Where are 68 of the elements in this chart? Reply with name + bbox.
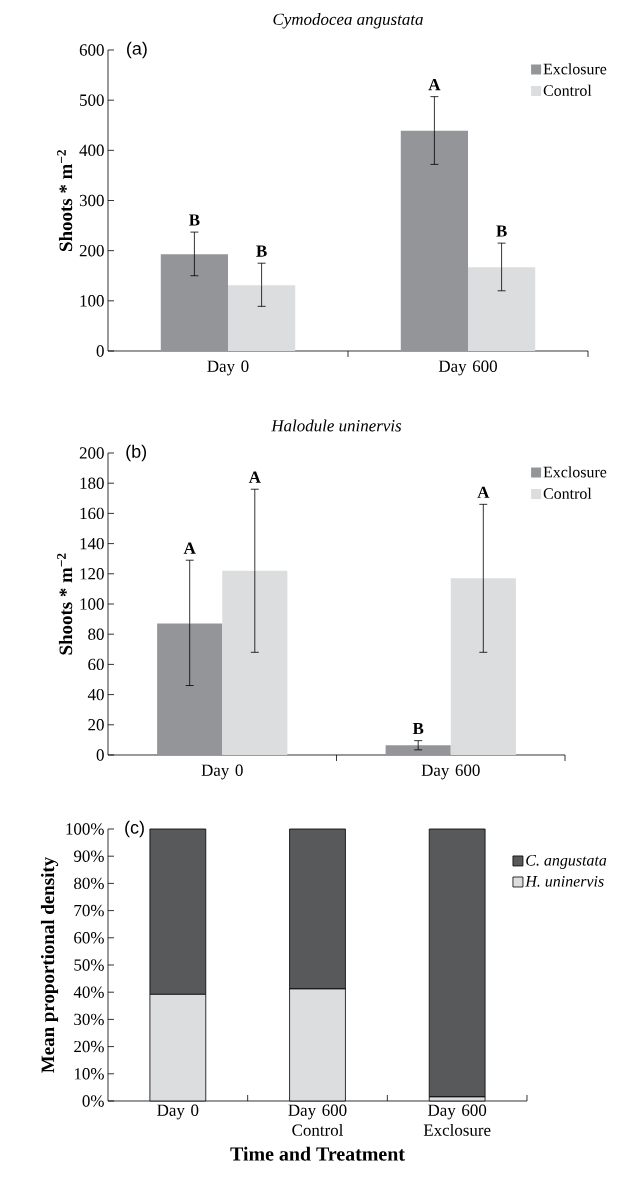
bar bbox=[385, 745, 451, 755]
bar bbox=[160, 254, 229, 351]
y-tick-label: 160 bbox=[80, 507, 104, 520]
chart-title: Cymodocea angustata bbox=[273, 13, 423, 29]
x-tick-label: Day 600 bbox=[438, 360, 498, 376]
legend-label: Control bbox=[543, 84, 592, 96]
bar bbox=[400, 130, 469, 351]
y-axis-title: Shoots * m$^{−2}$ bbox=[57, 553, 73, 655]
y-tick-label: 50% bbox=[74, 959, 104, 971]
bar bbox=[450, 578, 516, 755]
annotation: A bbox=[248, 471, 261, 483]
y-tick-label: 60% bbox=[74, 932, 104, 944]
annotation: B bbox=[412, 722, 424, 735]
x-tick-label: Day 0 bbox=[157, 1104, 199, 1120]
annotation: A bbox=[183, 542, 196, 554]
legend-label: Exclosure bbox=[543, 63, 607, 75]
y-tick-label: 40% bbox=[73, 986, 104, 998]
x-tick-label: Day 0 bbox=[201, 764, 243, 780]
annotation: B bbox=[189, 214, 200, 226]
y-tick-label: 20% bbox=[74, 1040, 104, 1053]
y-tick-label: 120 bbox=[80, 568, 104, 580]
annotation: (a) bbox=[127, 41, 147, 59]
x-tick-label: Day 600 Control bbox=[288, 1104, 347, 1136]
y-tick-label: 500 bbox=[80, 94, 104, 106]
legend-label: Control bbox=[543, 487, 592, 499]
legend-label: Exclosure bbox=[543, 466, 607, 478]
annotation: A bbox=[428, 78, 441, 91]
y-axis-title: Shoots * m$^{−2}$ bbox=[57, 150, 73, 252]
y-tick-label: 180 bbox=[80, 477, 104, 489]
legend-label: H. uninervis bbox=[525, 875, 604, 887]
y-tick-label: 200 bbox=[79, 244, 104, 257]
y-tick-label: 600 bbox=[79, 44, 104, 56]
x-tick-label: Day 0 bbox=[207, 360, 249, 376]
y-tick-label: 200 bbox=[79, 447, 104, 459]
y-tick-label: 400 bbox=[79, 144, 104, 157]
y-tick-label: 100% bbox=[66, 823, 104, 835]
y-tick-label: 100 bbox=[80, 295, 104, 307]
x-tick-label: Day 600 Exclosure bbox=[423, 1104, 491, 1136]
y-tick-label: 90% bbox=[74, 850, 104, 862]
annotation: (b) bbox=[126, 444, 147, 462]
y-tick-label: 40 bbox=[87, 688, 104, 701]
bar bbox=[228, 285, 296, 351]
y-tick-label: 80 bbox=[88, 628, 104, 640]
bar bbox=[222, 570, 288, 755]
y-tick-label: 0% bbox=[82, 1095, 104, 1107]
y-tick-label: 0 bbox=[96, 345, 104, 357]
y-tick-label: 100 bbox=[80, 598, 104, 610]
y-tick-label: 70% bbox=[74, 904, 104, 917]
y-axis-title: Mean proportional density bbox=[41, 857, 59, 1073]
y-tick-label: 140 bbox=[80, 537, 104, 550]
annotation: (c) bbox=[125, 820, 144, 838]
x-tick-label: Day 600 bbox=[421, 764, 480, 780]
legend-label: C. angustata bbox=[526, 854, 607, 869]
annotation: B bbox=[496, 225, 507, 237]
x-axis-title: Time and Treatment bbox=[230, 1146, 405, 1161]
bar bbox=[428, 828, 486, 1098]
y-tick-label: 80% bbox=[74, 877, 104, 890]
chart-title: Halodule uninervis bbox=[271, 419, 402, 432]
annotation: A bbox=[477, 486, 490, 498]
y-tick-label: 60 bbox=[88, 658, 104, 671]
bar bbox=[468, 267, 536, 351]
y-tick-label: 300 bbox=[79, 194, 104, 207]
y-tick-label: 30% bbox=[74, 1013, 104, 1026]
y-tick-label: 0 bbox=[96, 749, 104, 761]
y-tick-label: 10% bbox=[75, 1068, 104, 1080]
y-tick-label: 20 bbox=[88, 719, 104, 731]
annotation: B bbox=[256, 245, 267, 257]
bar bbox=[157, 623, 223, 755]
